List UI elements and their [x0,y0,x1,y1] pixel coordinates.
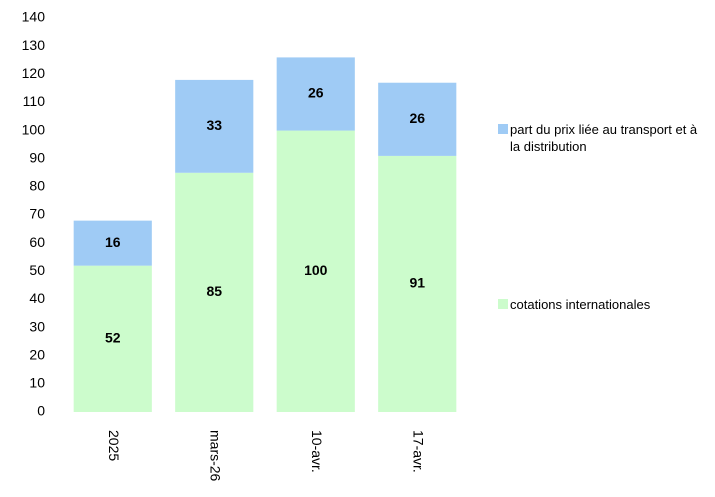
legend-item: cotations internationales [498,296,708,313]
y-tick-label: 10 [29,375,45,391]
bar-segment [378,155,457,412]
data-label: 85 [206,283,222,299]
data-label: 100 [304,262,328,278]
legend-swatch [498,299,508,309]
bar-segment [276,130,355,413]
y-tick-label: 0 [37,403,45,419]
data-label: 26 [409,110,425,126]
x-tick-label: 2025 [106,430,122,461]
y-tick-label: 70 [29,206,45,222]
y-tick-label: 20 [29,346,45,362]
y-tick-label: 140 [22,9,46,25]
y-tick-label: 100 [22,121,46,137]
legend-label: cotations internationales [510,297,651,312]
y-tick-label: 50 [29,262,45,278]
data-label: 26 [308,85,324,101]
y-tick-label: 90 [29,149,45,165]
bar-segment [73,220,152,266]
bar-segment [276,57,355,131]
x-tick-label: mars-26 [208,430,224,482]
data-label: 33 [206,117,222,133]
x-tick-label: 10-avr. [309,430,325,473]
bar-segment [175,172,254,412]
data-label: 91 [409,275,425,291]
bar-segment [73,265,152,412]
y-tick-label: 60 [29,234,45,250]
y-tick-label: 30 [29,318,45,334]
bar-segment [175,79,254,173]
data-label: 16 [105,234,121,250]
y-tick-label: 110 [23,93,46,109]
y-tick-label: 40 [29,290,45,306]
legend-label: part du prix liée au transport et à la d… [510,122,698,154]
bar-segment [378,82,457,156]
legend-swatch [498,124,508,134]
data-label: 52 [105,330,121,346]
legend-item: part du prix liée au transport et à la d… [498,121,708,155]
y-tick-label: 130 [22,37,46,53]
y-tick-label: 80 [29,178,45,194]
x-tick-label: 17-avr. [411,430,427,473]
y-tick-label: 120 [22,65,46,81]
